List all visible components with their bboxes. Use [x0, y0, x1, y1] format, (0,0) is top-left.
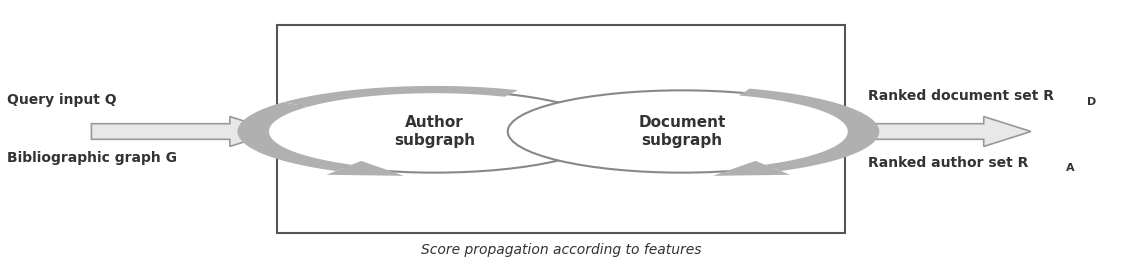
FancyArrow shape: [845, 117, 1031, 146]
Text: Score propagation according to features: Score propagation according to features: [421, 243, 702, 257]
FancyArrow shape: [91, 117, 277, 146]
Text: Document
subgraph: Document subgraph: [638, 115, 725, 148]
Text: A: A: [1066, 163, 1075, 173]
Text: Ranked author set R: Ranked author set R: [867, 156, 1029, 170]
FancyArrow shape: [446, 143, 677, 161]
Polygon shape: [238, 102, 352, 171]
Polygon shape: [327, 161, 404, 176]
Ellipse shape: [261, 90, 609, 173]
Polygon shape: [283, 86, 518, 107]
FancyArrow shape: [446, 98, 677, 116]
Text: Query input Q: Query input Q: [7, 93, 116, 107]
Bar: [277, 25, 845, 233]
Text: Ranked document set R: Ranked document set R: [867, 89, 1054, 103]
Text: D: D: [1087, 97, 1096, 107]
Polygon shape: [713, 161, 791, 176]
Text: Bibliographic graph G: Bibliographic graph G: [7, 150, 177, 165]
Ellipse shape: [508, 90, 856, 173]
Text: Author
subgraph: Author subgraph: [394, 115, 475, 148]
Polygon shape: [739, 89, 879, 171]
